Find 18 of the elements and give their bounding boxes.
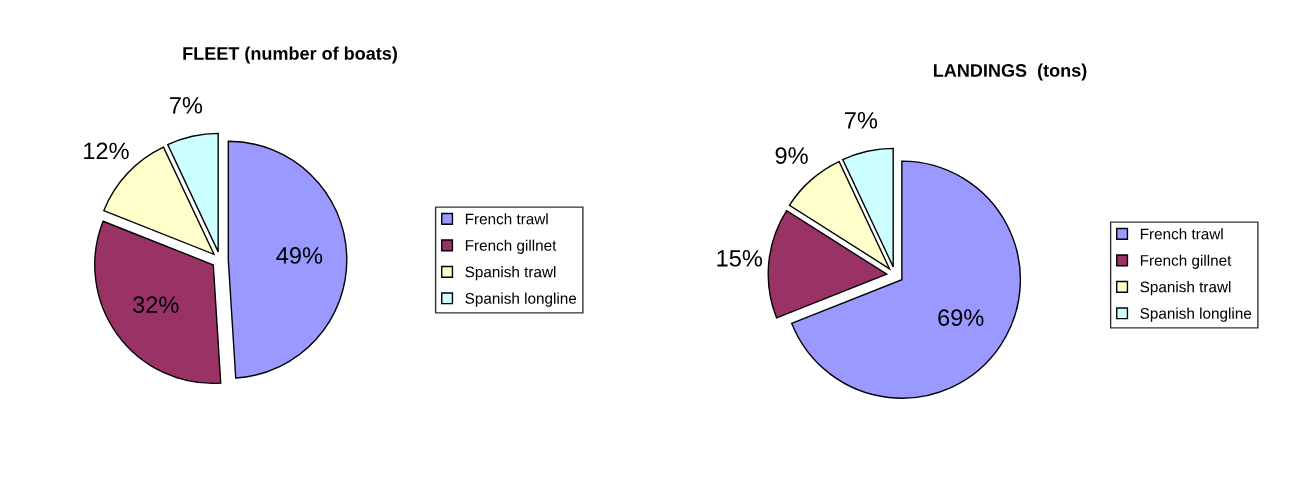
legend-label: French gillnet [465, 239, 557, 254]
data-label: 12% [84, 142, 129, 160]
legend-label: French trawl [1140, 228, 1223, 240]
legend-label: Spanish longline [1140, 307, 1252, 322]
data-label: 69% [938, 309, 984, 326]
legend-label: French gillnet [1140, 254, 1232, 269]
data-label: 15% [717, 250, 763, 267]
data-label: 32% [133, 296, 179, 314]
data-label: 7% [170, 97, 203, 114]
data-label: 49% [276, 247, 323, 264]
chart-title: LANDINGS (tons) [933, 63, 1087, 81]
legend-label: Spanish longline [465, 292, 577, 307]
legend-label: French trawl [465, 213, 548, 225]
legend-label: Spanish trawl [465, 266, 556, 281]
legend-label: Spanish trawl [1140, 281, 1231, 296]
data-label: 9% [775, 147, 808, 164]
chart-title: FLEET (number of boats) [183, 46, 397, 64]
data-label: 7% [845, 112, 878, 129]
